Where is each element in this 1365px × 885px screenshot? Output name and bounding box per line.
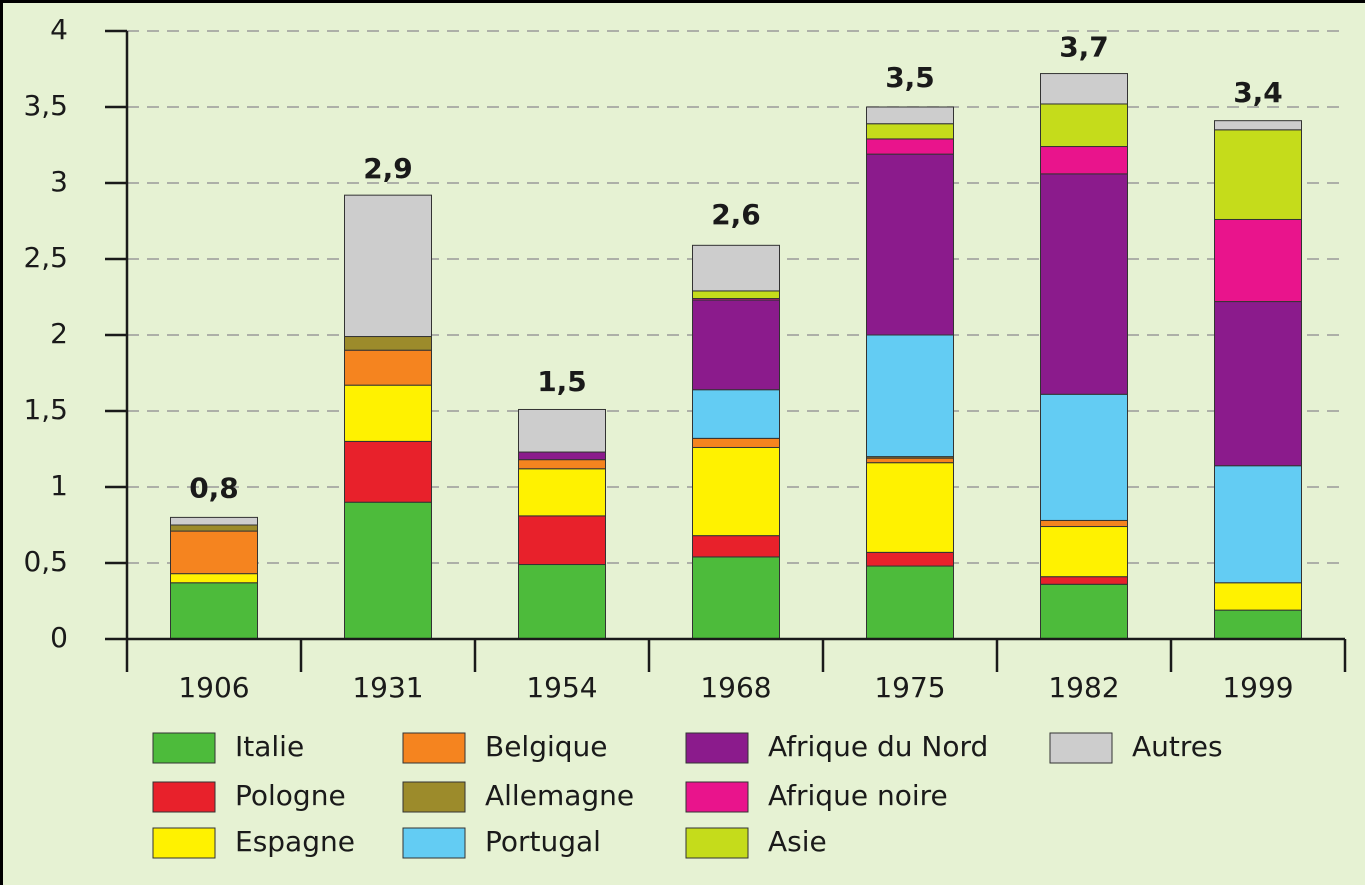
bar-segment <box>1040 103 1128 148</box>
x-tick-label: 1975 <box>874 671 945 704</box>
bar-segment <box>1040 146 1128 175</box>
bar-segment <box>692 535 780 558</box>
bar-segment <box>518 468 606 517</box>
bar-segment <box>1040 576 1128 585</box>
legend-label: Belgique <box>485 730 608 763</box>
y-tick-label: 2,5 <box>23 241 68 274</box>
x-tick-label: 1982 <box>1048 671 1119 704</box>
bar-segment <box>1214 120 1302 131</box>
legend-swatch <box>402 827 466 859</box>
total-label: 2,9 <box>363 152 413 185</box>
bar-segment <box>1214 582 1302 611</box>
bar-segment <box>866 462 954 553</box>
legend-swatch <box>685 827 749 859</box>
bar-segment <box>692 437 780 448</box>
bar-segment <box>1214 609 1302 640</box>
legend-label: Espagne <box>235 825 355 858</box>
total-label: 1,5 <box>537 365 587 398</box>
bar-segment <box>866 153 954 336</box>
y-tick-label: 1,5 <box>23 393 68 426</box>
y-tick-label: 3,5 <box>23 89 68 122</box>
legend-swatch <box>152 781 216 813</box>
bar-segment <box>170 530 258 575</box>
bar-segment <box>1214 218 1302 303</box>
bar-segment <box>170 573 258 584</box>
bar-segment <box>866 123 954 140</box>
bar-segment <box>344 194 432 338</box>
bar-segment <box>866 565 954 640</box>
bar-segment <box>344 349 432 386</box>
bar-segment <box>692 389 780 439</box>
legend-swatch <box>152 732 216 764</box>
bar-segment <box>866 457 954 464</box>
bar-segment <box>866 334 954 458</box>
y-tick-label: 3 <box>50 165 68 198</box>
total-label: 3,4 <box>1233 76 1283 109</box>
legend-label: Italie <box>235 730 304 763</box>
legend-label: Autres <box>1132 730 1223 763</box>
legend-label: Asie <box>768 825 827 858</box>
legend-swatch <box>402 732 466 764</box>
x-tick-label: 1999 <box>1222 671 1293 704</box>
bar-segment <box>692 556 780 640</box>
bar-segment <box>866 138 954 155</box>
total-label: 3,7 <box>1059 31 1109 64</box>
bar-segment <box>1040 393 1128 521</box>
bar-segment <box>170 524 258 532</box>
total-label: 2,6 <box>711 198 761 231</box>
legend-swatch <box>1049 732 1113 764</box>
legend-swatch <box>152 827 216 859</box>
bar-segment <box>344 384 432 442</box>
legend-swatch <box>402 781 466 813</box>
bar-segment <box>1214 465 1302 584</box>
bar-segment <box>1040 73 1128 105</box>
bar-segment <box>170 516 258 526</box>
y-tick-label: 0,5 <box>23 545 68 578</box>
bar-segment <box>1040 173 1128 395</box>
bar-segment <box>692 244 780 292</box>
bar-segment <box>518 451 606 461</box>
legend-label: Afrique noire <box>768 779 948 812</box>
y-tick-label: 4 <box>50 13 68 46</box>
legend-label: Portugal <box>485 825 601 858</box>
x-tick-label: 1954 <box>526 671 597 704</box>
bar-segment <box>692 299 780 391</box>
bar-segment <box>518 564 606 640</box>
y-tick-label: 2 <box>50 317 68 350</box>
total-label: 0,8 <box>189 471 239 504</box>
bar-segment <box>344 440 432 503</box>
bar-segment <box>1040 526 1128 578</box>
x-tick-label: 1906 <box>178 671 249 704</box>
bar-segment <box>518 459 606 470</box>
legend-swatch <box>685 781 749 813</box>
bar-segment <box>1214 301 1302 467</box>
bar-segment <box>866 551 954 567</box>
bar-segment <box>344 501 432 640</box>
legend-label: Pologne <box>235 779 346 812</box>
bar-segment <box>170 582 258 640</box>
x-tick-label: 1931 <box>352 671 423 704</box>
x-tick-label: 1968 <box>700 671 771 704</box>
legend-label: Allemagne <box>485 779 634 812</box>
bar-segment <box>518 515 606 566</box>
bar-segment <box>1214 129 1302 220</box>
y-tick-label: 0 <box>50 621 68 654</box>
bar-segment <box>866 106 954 125</box>
y-tick-label: 1 <box>50 469 68 502</box>
bar-segment <box>344 336 432 351</box>
bar-segment <box>1040 519 1128 528</box>
bar-segment <box>1040 583 1128 640</box>
legend-label: Afrique du Nord <box>768 730 988 763</box>
bar-segment <box>518 408 606 453</box>
bar-segment <box>692 446 780 537</box>
legend-swatch <box>685 732 749 764</box>
bar-segment <box>692 290 780 300</box>
total-label: 3,5 <box>885 61 935 94</box>
